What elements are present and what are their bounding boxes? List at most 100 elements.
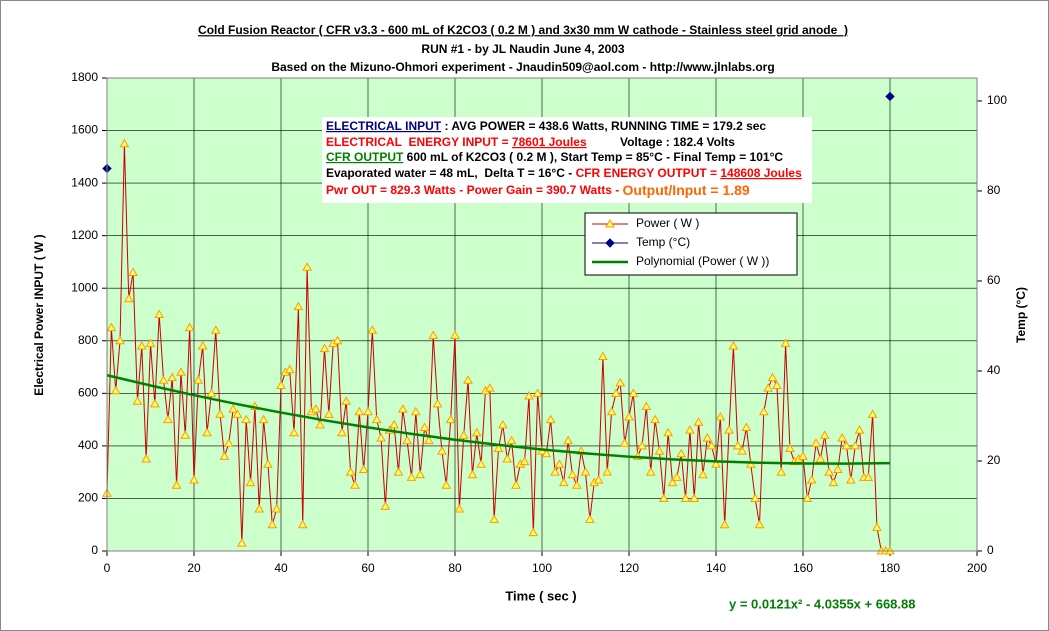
info-line: Pwr OUT = 829.3 Watts - Power Gain = 390…	[326, 182, 750, 198]
power-point	[593, 475, 604, 484]
power-point	[232, 409, 243, 418]
power-point	[289, 427, 299, 437]
power-point	[828, 477, 839, 487]
power-point	[254, 503, 265, 513]
power-point	[641, 401, 652, 410]
power-point	[580, 467, 591, 476]
legend-label: Temp (°C)	[636, 235, 690, 249]
power-point	[706, 440, 717, 450]
power-point	[545, 414, 556, 424]
x-tick-label: 20	[187, 561, 201, 575]
y-tick-label: 1400	[71, 175, 98, 189]
power-point	[471, 427, 482, 437]
power-point	[293, 301, 304, 311]
power-point	[228, 404, 239, 413]
power-point	[406, 472, 417, 481]
power-point	[458, 430, 469, 439]
power-point	[410, 406, 421, 416]
x-tick-label: 40	[274, 561, 288, 575]
power-point	[850, 440, 861, 450]
power-point	[358, 464, 369, 474]
x-tick-label: 100	[532, 561, 552, 575]
power-point	[193, 375, 204, 384]
power-point	[502, 454, 513, 463]
power-point	[519, 456, 530, 466]
power-point	[763, 383, 774, 392]
power-point	[393, 467, 404, 476]
x-tick-label: 200	[967, 561, 987, 575]
power-point	[663, 427, 674, 437]
y2-tick-label: 80	[987, 183, 1001, 197]
power-point	[119, 138, 130, 148]
power-point	[345, 467, 356, 476]
x-tick-label: 0	[104, 561, 111, 575]
x-tick-label: 60	[361, 561, 375, 575]
power-point	[258, 414, 269, 424]
legend-marker	[605, 218, 615, 228]
info-line: ELECTRICAL INPUT : AVG POWER = 438.6 Wat…	[326, 119, 766, 133]
power-point	[824, 467, 834, 476]
power-point	[654, 446, 665, 455]
info-text: CFR ENERGY OUTPUT =	[576, 166, 721, 180]
power-point	[776, 467, 787, 476]
power-point	[415, 469, 426, 479]
power-point	[541, 448, 552, 458]
power-point	[419, 422, 430, 431]
power-point	[128, 267, 138, 276]
info-line: ELECTRICAL ENERGY INPUT = 78601 Joules V…	[326, 135, 735, 149]
power-point	[197, 341, 208, 350]
power-point	[110, 385, 121, 395]
power-point	[263, 459, 273, 468]
power-point	[728, 341, 739, 350]
power-point	[711, 459, 721, 468]
info-line: Evaporated water = 48 mL, Delta T = 16°C…	[326, 166, 802, 180]
power-point	[680, 493, 691, 502]
power-point	[658, 493, 669, 502]
info-text: Output/Input = 1.89	[623, 182, 750, 198]
power-point	[819, 430, 830, 439]
y-tick-label: 200	[78, 491, 98, 505]
power-point	[785, 443, 795, 453]
power-point	[145, 338, 156, 347]
legend: Power ( W ) Temp (°C) Polynomial (Power ( …	[584, 212, 798, 276]
x-axis-label: Time ( sec )	[505, 588, 576, 603]
legend-box	[584, 212, 798, 276]
x-tick-label: 180	[880, 561, 900, 575]
power-point	[323, 409, 334, 418]
power-point	[337, 427, 347, 437]
y-tick-label: 800	[78, 333, 98, 347]
power-point	[389, 419, 399, 429]
info-text: CFR OUTPUT	[326, 150, 404, 164]
power-point	[863, 472, 874, 481]
power-point	[123, 293, 134, 303]
power-point	[645, 467, 656, 476]
x-tick-label: 120	[619, 561, 639, 575]
power-point	[584, 514, 595, 523]
power-point	[685, 425, 695, 434]
power-point	[141, 454, 152, 463]
power-point	[463, 375, 473, 384]
info-text: Pwr OUT = 829.3 Watts - Power Gain = 390…	[326, 183, 623, 197]
power-point	[297, 519, 308, 529]
power-point	[802, 493, 813, 502]
power-point	[741, 422, 752, 431]
power-point	[245, 477, 256, 487]
power-point	[424, 435, 434, 445]
info-text: ELECTRICAL INPUT	[326, 119, 442, 133]
y-axis-label: Electrical Power INPUT ( W )	[32, 234, 46, 395]
power-point	[454, 503, 465, 513]
power-point	[350, 480, 360, 489]
power-point	[241, 414, 252, 424]
power-point	[624, 411, 634, 421]
power-point	[737, 446, 747, 455]
power-point	[841, 440, 852, 450]
info-text: Evaporated water = 48 mL, Delta T = 16°C…	[326, 166, 576, 180]
power-point	[532, 388, 543, 397]
power-point	[497, 419, 508, 429]
power-point	[176, 367, 186, 376]
power-point	[484, 383, 495, 392]
power-point	[450, 330, 460, 340]
info-text: ELECTRICAL ENERGY INPUT =	[326, 135, 512, 149]
power-point	[271, 503, 282, 513]
